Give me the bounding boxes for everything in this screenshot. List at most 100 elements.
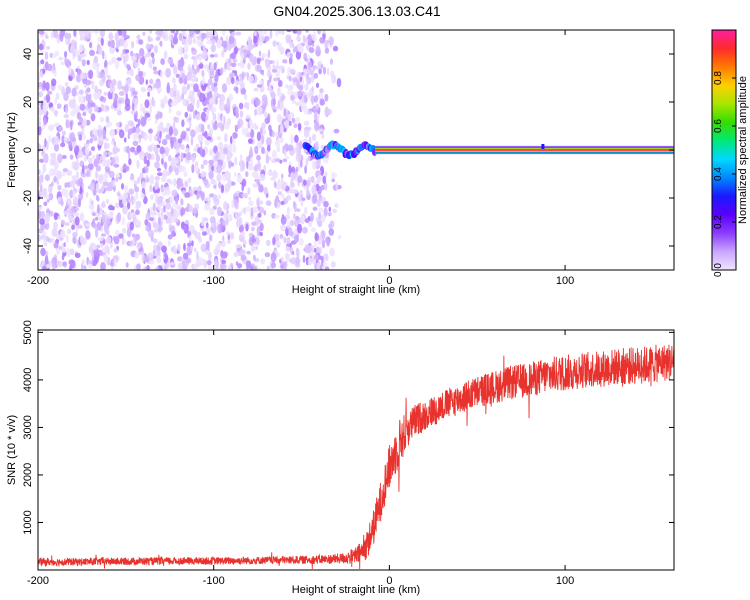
spectrogram-noise-cell [290, 172, 296, 181]
spectrogram-noise-cell [209, 128, 214, 135]
spectrogram-noise-cell [60, 219, 65, 225]
spectrogram-noise-cell [79, 44, 85, 52]
spectrogram-noise-cell [312, 65, 318, 70]
spectrogram-noise-cell [335, 181, 338, 191]
spectrogram-noise-cell [172, 64, 178, 75]
spectrogram-noise-cell [149, 30, 153, 34]
spectrogram-noise-cell [154, 135, 158, 140]
spectrogram-noise-cell [71, 87, 77, 97]
spectrogram-noise-cell [221, 83, 228, 93]
spectrogram-noise-cell [224, 121, 230, 130]
spectrogram-noise-cell [238, 224, 244, 234]
spectrogram-noise-cell [248, 196, 252, 201]
spectrogram-noise-cell [204, 139, 210, 146]
spectrogram-noise-cell [214, 53, 218, 58]
spectrogram-noise-cell [191, 56, 197, 60]
spectrogram-noise-cell [213, 32, 218, 37]
spectrogram-noise-cell [127, 85, 132, 91]
spectrogram-noise-cell [92, 244, 98, 251]
spectrogram-noise-cell [320, 64, 324, 69]
spectrogram-noise-cell [259, 35, 265, 42]
spectrogram-noise-cell [136, 159, 140, 169]
spectrogram-noise-cell [59, 30, 64, 39]
spectrogram-noise-cell [167, 58, 171, 64]
spectrogram-noise-cell [75, 48, 79, 57]
spectrogram-noise-cell [285, 84, 289, 89]
spectrogram-noise-cell [233, 46, 238, 55]
spectrogram-noise-cell [186, 127, 191, 132]
spectrogram-noise-cell [162, 169, 169, 178]
spectrogram-noise-cell [319, 36, 326, 44]
spectrogram-noise-cell [69, 44, 75, 54]
spectrogram-noise-cell [215, 151, 220, 159]
spectrogram-noise-cell [329, 36, 334, 46]
spectrogram-noise-cell [303, 128, 310, 138]
spectrogram-noise-cell [310, 212, 314, 223]
spectrogram-noise-cell [106, 75, 111, 79]
spectrogram-noise-cell [85, 230, 91, 240]
spectrogram-noise-cell [297, 123, 302, 131]
spectrogram-noise-cell [99, 30, 106, 38]
spectrogram-noise-cell [199, 92, 203, 103]
spectrogram-noise-cell [321, 133, 325, 140]
spectrogram-noise-cell [99, 242, 104, 248]
spectrogram-noise-cell [91, 256, 95, 261]
spectrogram-noise-cell [244, 72, 249, 77]
spectrogram-noise-cell [95, 182, 100, 193]
spectrogram-noise-cell [152, 66, 157, 71]
spectrogram-y-tick-label: 40 [22, 48, 34, 60]
spectrogram-noise-cell [93, 30, 100, 35]
spectrogram-noise-cell [221, 251, 228, 259]
spectrogram-noise-cell [67, 200, 72, 205]
spectrogram-noise-cell [183, 225, 187, 231]
spectrogram-noise-cell [258, 219, 262, 224]
spectrogram-noise-cell [64, 58, 71, 67]
spectrogram-noise-cell [175, 196, 179, 205]
spectrogram-noise-cell [217, 223, 223, 234]
spectrogram-noise-cell [284, 155, 290, 160]
spectrogram-noise-cell [105, 236, 112, 245]
spectrogram-noise-cell [280, 176, 284, 186]
spectrogram-noise-cell [64, 82, 69, 87]
spectrogram-noise-cell [293, 46, 299, 53]
spectrogram-noise-cell [70, 141, 77, 148]
spectrogram-noise-cell [115, 173, 121, 179]
spectrogram-noise-cell [69, 154, 74, 160]
spectrogram-noise-cell [195, 260, 202, 268]
spectrogram-noise-cell [145, 53, 151, 58]
spectrogram-noise-cell [193, 83, 199, 93]
spectrogram-noise-cell [283, 265, 287, 270]
spectrogram-noise-cell [307, 68, 314, 76]
spectrogram-noise-cell [195, 187, 202, 192]
spectrogram-noise-cell [115, 177, 119, 182]
spectrogram-noise-cell [270, 252, 277, 263]
spectrogram-noise-cell [258, 50, 262, 57]
spectrogram-noise-cell [172, 78, 177, 84]
spectrogram-noise-cell [64, 205, 69, 210]
spectrogram-y-tick-label: -40 [22, 238, 34, 254]
spectrogram-noise-cell [175, 73, 180, 78]
spectrogram-noise-cell [159, 131, 162, 139]
spectrogram-noise-cell [318, 211, 322, 220]
spectrogram-noise-cell [192, 34, 196, 39]
spectrogram-noise-cell [313, 72, 319, 79]
spectrogram-noise-cell [105, 115, 110, 124]
spectrogram-noise-cell [324, 40, 329, 49]
spectrogram-noise-cell [219, 67, 224, 76]
spectrogram-noise-cell [85, 223, 91, 227]
spectrogram-noise-cell [38, 101, 42, 106]
spectrogram-noise-cell [100, 37, 104, 46]
spectrogram-noise-cell [256, 58, 261, 65]
colorbar-ticks: 0.0 0.2 0.4 0.6 0.8 [713, 71, 736, 277]
spectrogram-noise-cell [65, 86, 72, 94]
spectrogram-noise-cell [328, 206, 331, 212]
spectrogram-noise-cell [135, 191, 139, 200]
spectrogram-noise-cell [131, 200, 135, 206]
spectrogram-noise-cell [209, 54, 215, 58]
spectrogram-noise-cell [220, 103, 224, 109]
spectrogram-noise-cell [95, 170, 98, 180]
spectrogram-noise-cell [96, 153, 100, 163]
spectrogram-noise-cell [160, 58, 165, 65]
spectrogram-noise-cell [52, 123, 57, 128]
spectrogram-noise-cell [136, 34, 141, 40]
